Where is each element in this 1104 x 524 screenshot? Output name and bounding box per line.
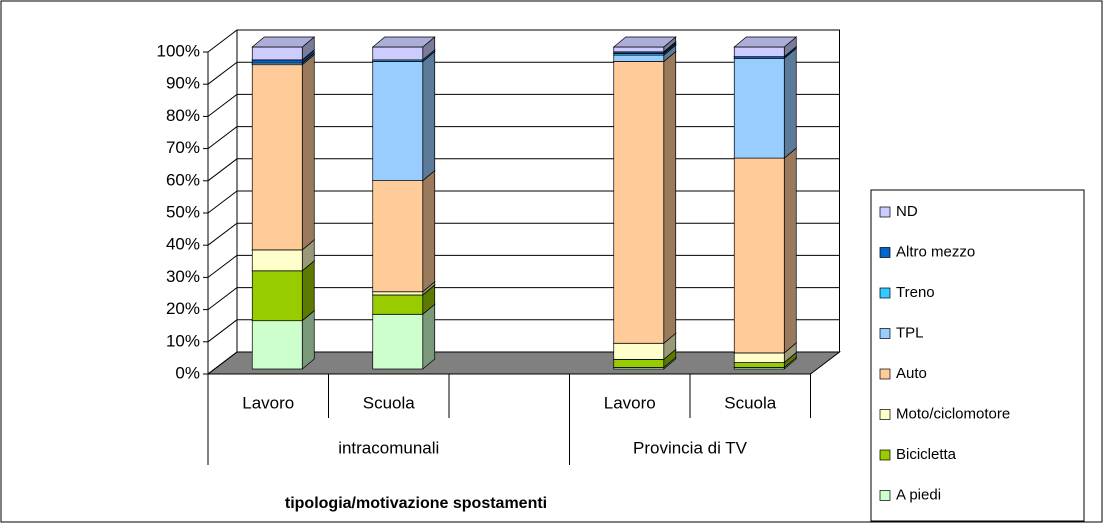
bar (251, 59, 303, 64)
legend-box (870, 189, 1085, 522)
bar (733, 352, 785, 363)
legend-swatch (879, 206, 891, 218)
group-label: Provincia di TV (633, 438, 748, 457)
bar (251, 46, 303, 61)
y-tick-label: 70% (166, 138, 200, 157)
legend-label: ND (896, 203, 918, 220)
legend-label: Treno (896, 284, 935, 301)
bar (372, 61, 424, 181)
y-tick-label: 0% (175, 363, 200, 382)
bar (251, 320, 303, 370)
bar-side (422, 50, 436, 182)
legend-label: TPL (896, 324, 924, 341)
legend-swatch (879, 328, 891, 339)
x-tick-label: Lavoro (604, 393, 656, 412)
bar (733, 157, 785, 354)
legend-label: Bicicletta (896, 446, 957, 463)
y-tick-label: 60% (166, 170, 200, 189)
y-tick-label: 80% (166, 106, 200, 125)
bar-side (783, 147, 797, 354)
bar-top (733, 36, 798, 48)
group-label: intracomunali (338, 438, 439, 457)
bar (372, 46, 424, 61)
bar-side (301, 260, 315, 322)
bar (372, 291, 424, 296)
x-tick-label: Scuola (363, 393, 416, 412)
bar (372, 294, 424, 315)
y-tick-label: 40% (166, 235, 200, 254)
grid-line (207, 29, 840, 53)
y-tick-label: 10% (166, 331, 200, 350)
bar (251, 249, 303, 272)
legend-swatch (879, 287, 891, 299)
bar-top (371, 36, 436, 48)
bar (613, 46, 665, 53)
bar-side (663, 50, 677, 344)
legend-swatch (879, 490, 891, 501)
bar-side (783, 47, 797, 159)
bar (372, 180, 424, 293)
bar (733, 46, 785, 58)
bar (251, 64, 303, 251)
y-tick-label: 100% (157, 41, 200, 60)
y-tick-label: 50% (166, 202, 200, 221)
legend-swatch (879, 409, 891, 420)
legend-swatch (879, 247, 891, 258)
legend-swatch (879, 368, 891, 380)
bar (613, 54, 665, 62)
bar (372, 313, 424, 370)
legend-swatch (879, 449, 891, 461)
bar (733, 57, 785, 159)
bar (251, 270, 303, 322)
bar-top (612, 36, 677, 48)
legend-label: Moto/ciclomotore (896, 405, 1010, 422)
x-axis-title: tipologia/motivazione spostamenti (285, 495, 547, 512)
bar (613, 358, 665, 368)
bar (733, 362, 785, 368)
x-tick-label: Lavoro (242, 393, 294, 412)
bar-side (301, 53, 315, 251)
y-tick-label: 20% (166, 299, 200, 318)
bar-side (422, 303, 436, 370)
x-tick-label: Scuola (724, 393, 777, 412)
y-tick-label: 30% (166, 267, 200, 286)
legend-label: A piedi (896, 486, 941, 503)
bar (613, 342, 665, 360)
y-tick-label: 90% (166, 74, 200, 93)
legend-label: Altro mezzo (896, 243, 975, 260)
bar-top (251, 36, 316, 48)
bar-side (422, 169, 436, 293)
legend-label: Auto (896, 365, 927, 382)
bar (613, 61, 665, 344)
